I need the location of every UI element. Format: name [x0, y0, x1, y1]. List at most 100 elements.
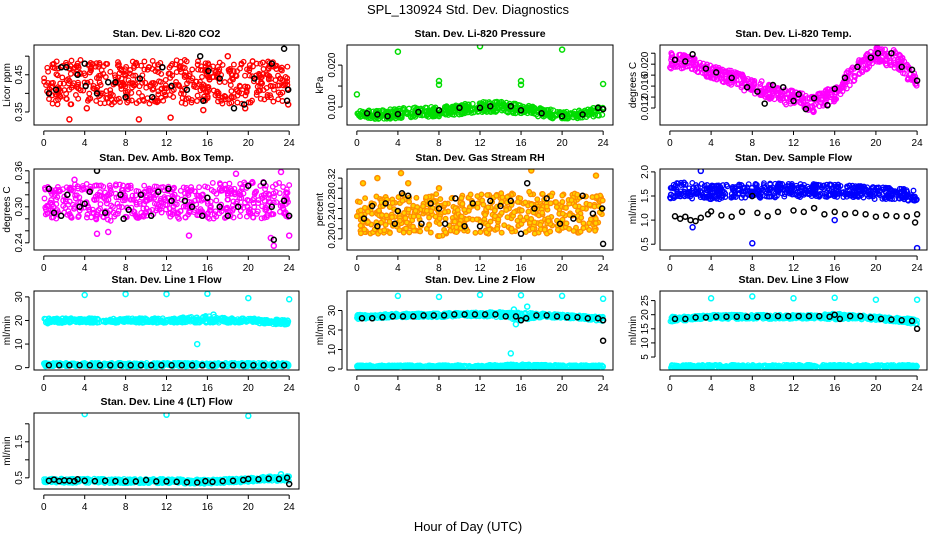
- data-point: [81, 60, 88, 67]
- data-point: [123, 70, 130, 77]
- data-point: [487, 102, 494, 110]
- data-point: [141, 182, 148, 189]
- data-point: [64, 191, 71, 199]
- data-point: [436, 215, 443, 222]
- data-point: [503, 207, 510, 213]
- data-point: [239, 315, 246, 322]
- data-point: [368, 202, 376, 210]
- data-point: [539, 190, 546, 197]
- data-point: [229, 362, 237, 369]
- data-point: [834, 193, 841, 200]
- data-point: [874, 49, 882, 57]
- data-point: [86, 362, 94, 369]
- data-point: [494, 225, 501, 232]
- data-point: [200, 97, 207, 105]
- data-point: [112, 182, 119, 189]
- data-point: [125, 186, 131, 193]
- data-point: [178, 196, 185, 203]
- data-point: [156, 78, 162, 85]
- data-point: [599, 105, 607, 113]
- x-tick-label: 24: [284, 138, 296, 149]
- data-point: [88, 214, 95, 221]
- data-point: [103, 200, 110, 207]
- data-point: [214, 90, 221, 97]
- data-point: [196, 52, 204, 60]
- data-point: [689, 65, 696, 72]
- data-point: [65, 208, 72, 215]
- data-point: [250, 78, 257, 85]
- data-point: [158, 70, 165, 77]
- x-tick-label: 24: [598, 138, 610, 149]
- x-tick-label: 16: [202, 263, 214, 274]
- data-point: [361, 204, 368, 211]
- data-point: [185, 192, 192, 199]
- data-point: [397, 169, 405, 177]
- data-point: [668, 51, 675, 58]
- data-point: [240, 190, 247, 197]
- data-point: [280, 197, 288, 205]
- x-tick-label: 24: [598, 263, 610, 274]
- data-point: [133, 59, 140, 66]
- panel-title: Stan. Dev. Li-820 Temp.: [735, 28, 851, 40]
- data-point: [172, 61, 179, 68]
- data-point: [77, 57, 84, 63]
- data-point: [451, 218, 458, 225]
- data-point: [47, 319, 54, 326]
- data-point: [689, 224, 696, 231]
- data-point: [116, 203, 123, 210]
- data-point: [378, 111, 385, 118]
- data-point: [559, 192, 566, 199]
- data-point: [757, 81, 764, 87]
- data-point: [133, 199, 140, 206]
- data-point: [592, 227, 599, 234]
- data-point: [266, 198, 273, 205]
- y-tick-label: 0.45: [14, 65, 25, 85]
- data-point: [436, 113, 442, 120]
- data-point: [188, 203, 196, 211]
- data-point: [169, 61, 176, 67]
- data-point: [538, 110, 545, 117]
- data-point: [153, 319, 160, 326]
- data-point: [474, 204, 481, 211]
- y-tick-label: 0.020: [640, 51, 651, 76]
- data-point: [357, 207, 364, 214]
- data-point: [449, 111, 456, 118]
- data-point: [149, 189, 156, 196]
- data-point: [65, 80, 72, 87]
- data-point: [176, 215, 182, 222]
- y-axis-label: kPa: [315, 76, 326, 94]
- data-point: [94, 319, 101, 326]
- data-point: [88, 64, 95, 71]
- data-point: [269, 318, 276, 325]
- data-point: [456, 104, 463, 112]
- data-point: [275, 72, 281, 79]
- data-point: [738, 208, 746, 216]
- data-point: [677, 193, 684, 200]
- data-point: [107, 187, 114, 194]
- data-point: [230, 105, 238, 112]
- data-point: [107, 207, 114, 214]
- data-point: [68, 101, 75, 108]
- data-point: [401, 105, 408, 112]
- data-point: [374, 111, 381, 118]
- data-point: [682, 186, 689, 193]
- data-point: [233, 86, 240, 93]
- data-point: [219, 362, 226, 369]
- data-point: [72, 362, 79, 369]
- data-point: [97, 82, 104, 88]
- data-point: [127, 196, 134, 203]
- data-point: [586, 108, 593, 115]
- data-point: [189, 66, 196, 73]
- data-point: [170, 94, 177, 100]
- data-point: [913, 244, 921, 250]
- data-point: [46, 96, 52, 102]
- data-point: [389, 200, 396, 206]
- data-point: [54, 101, 61, 108]
- data-point: [216, 75, 223, 82]
- data-point: [749, 192, 756, 200]
- data-point: [117, 191, 124, 199]
- data-point: [204, 84, 211, 91]
- data-point: [143, 205, 150, 212]
- data-point: [140, 205, 147, 212]
